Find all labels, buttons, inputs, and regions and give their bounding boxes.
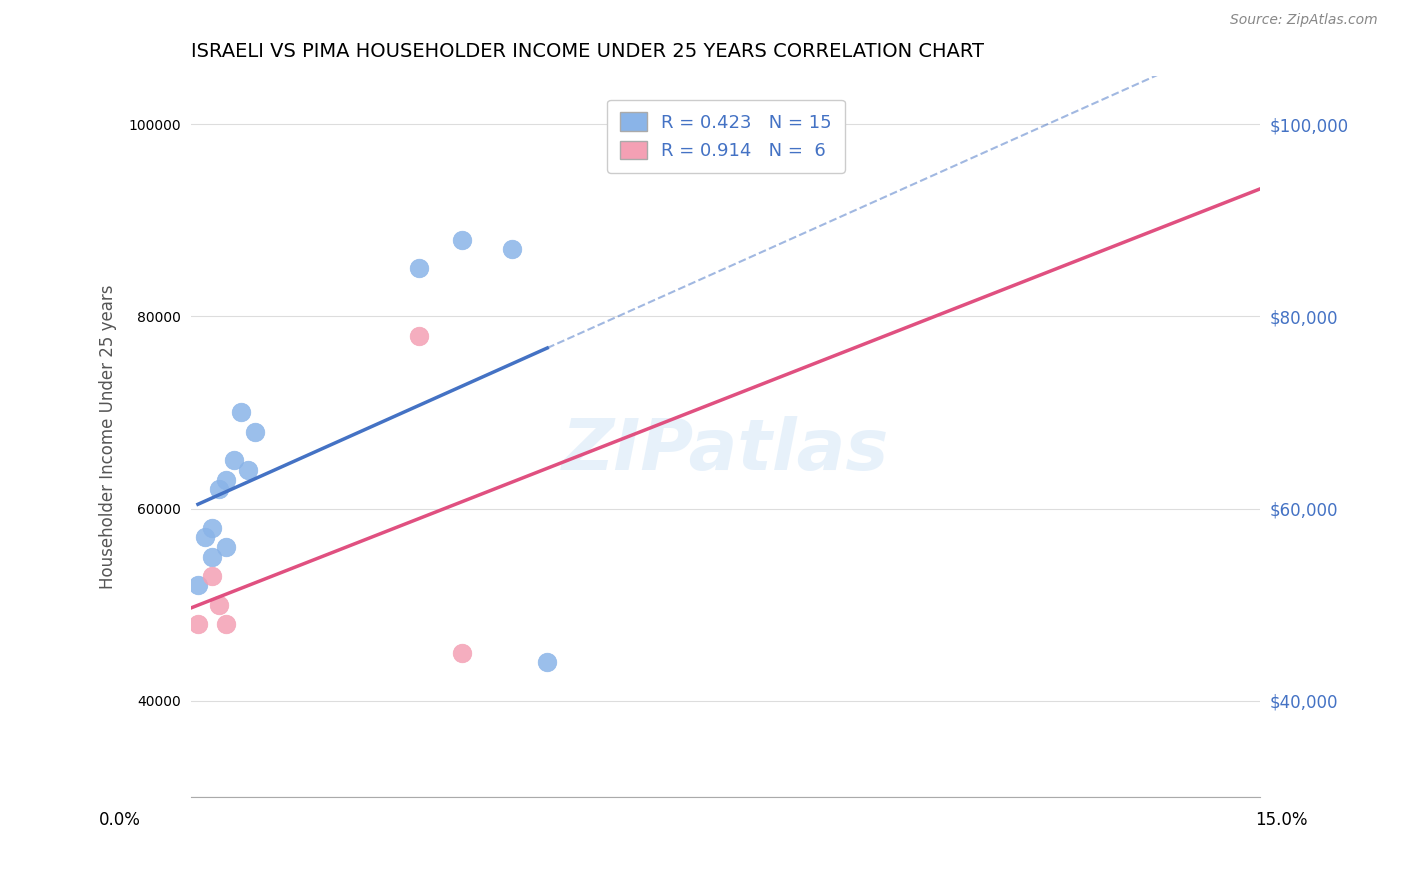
Point (187, 578, 209, 592)
Point (450, 233, 472, 247)
Point (201, 549, 224, 564)
Point (187, 616, 209, 631)
Legend: R = 0.423   N = 15, R = 0.914   N =  6: R = 0.423 N = 15, R = 0.914 N = 6 (607, 100, 845, 173)
Text: ISRAELI VS PIMA HOUSEHOLDER INCOME UNDER 25 YEARS CORRELATION CHART: ISRAELI VS PIMA HOUSEHOLDER INCOME UNDER… (191, 42, 984, 61)
Point (208, 483, 231, 497)
Text: 15.0%: 15.0% (1256, 811, 1308, 829)
Point (243, 425, 266, 439)
Point (215, 540, 238, 554)
Point (215, 616, 238, 631)
Text: ZIPatlas: ZIPatlas (562, 417, 889, 485)
Y-axis label: Householder Income Under 25 years: Householder Income Under 25 years (100, 285, 117, 589)
Point (450, 646, 472, 660)
Point (501, 242, 523, 256)
Point (194, 530, 217, 544)
Point (201, 568, 224, 582)
Point (201, 521, 224, 535)
Point (408, 261, 430, 276)
Point (236, 463, 259, 477)
Point (536, 655, 558, 669)
Point (229, 405, 252, 419)
Text: Source: ZipAtlas.com: Source: ZipAtlas.com (1230, 13, 1378, 28)
Text: 0.0%: 0.0% (98, 811, 141, 829)
Point (222, 453, 245, 467)
Point (408, 328, 430, 343)
Point (208, 598, 231, 612)
Point (215, 473, 238, 487)
